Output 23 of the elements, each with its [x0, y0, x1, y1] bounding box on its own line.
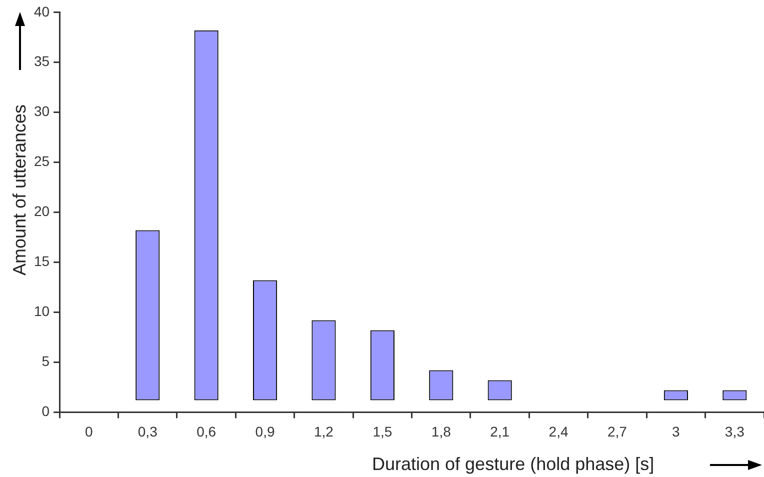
x-tick-label: 2,1	[490, 423, 510, 440]
x-tick-label: 0,9	[255, 423, 275, 440]
y-tick-label: 5	[42, 353, 50, 370]
x-axis-title: Duration of gesture (hold phase) [s]	[372, 454, 654, 475]
x-tick-label: 0	[85, 423, 94, 440]
y-tick-label: 40	[34, 3, 50, 20]
y-tick-label: 30	[34, 103, 50, 120]
x-tick-label: 1,2	[314, 423, 334, 440]
y-tick-label: 15	[34, 253, 50, 270]
y-axis-title: Amount of utterances	[10, 104, 30, 276]
x-tick-label: 1,8	[431, 423, 452, 440]
x-tick-label: 2,4	[548, 423, 568, 440]
x-tick-label: 3,3	[724, 423, 745, 440]
y-tick-label: 25	[34, 153, 50, 170]
y-tick-label: 0	[42, 403, 50, 420]
x-tick-label: 2,7	[608, 423, 628, 440]
y-tick-label: 35	[34, 53, 50, 70]
x-tick-label: 0,6	[196, 423, 216, 440]
x-tick-label: 3	[672, 423, 680, 440]
y-tick-label: 20	[34, 203, 50, 220]
x-tick-label: 1,5	[372, 423, 392, 440]
x-tick-label: 0,3	[138, 423, 158, 440]
y-tick-label: 10	[34, 303, 50, 320]
